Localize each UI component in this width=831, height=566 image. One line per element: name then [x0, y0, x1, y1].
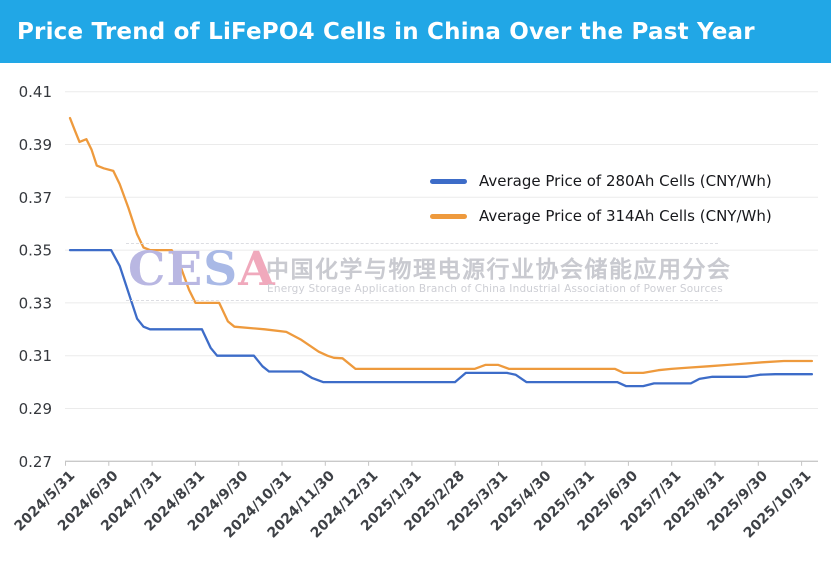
series-line-280ah-cells [68, 248, 814, 388]
legend-line-swatch-280ah [430, 178, 467, 184]
y-tick-label: 0.39 [19, 136, 52, 154]
legend-label-314ah: Average Price of 314Ah Cells (CNY/Wh) [479, 207, 772, 225]
y-tick-label: 0.33 [19, 294, 52, 312]
y-tick-label: 0.41 [19, 83, 52, 101]
page-title: Price Trend of LiFePO4 Cells in China Ov… [17, 18, 755, 45]
y-tick-label: 0.37 [19, 189, 52, 207]
legend-item-314ah[interactable]: Average Price of 314Ah Cells (CNY/Wh) [430, 205, 772, 227]
legend: Average Price of 280Ah Cells (CNY/Wh) Av… [430, 170, 772, 227]
series-line-314ah-cells [68, 116, 814, 375]
y-tick-label: 0.35 [19, 242, 52, 260]
title-bar: Price Trend of LiFePO4 Cells in China Ov… [0, 0, 831, 63]
y-tick-label: 0.27 [19, 453, 52, 471]
legend-line-swatch-314ah [430, 213, 467, 219]
y-tick-label: 0.29 [19, 400, 52, 418]
legend-label-280ah: Average Price of 280Ah Cells (CNY/Wh) [479, 172, 772, 190]
y-tick-label: 0.31 [19, 347, 52, 365]
legend-item-280ah[interactable]: Average Price of 280Ah Cells (CNY/Wh) [430, 170, 772, 192]
